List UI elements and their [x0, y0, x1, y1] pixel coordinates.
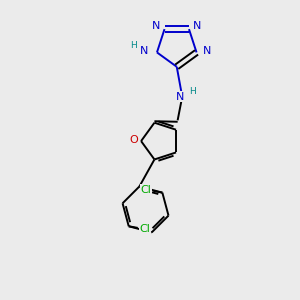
Text: H: H	[130, 41, 136, 50]
Text: H: H	[189, 87, 196, 96]
Text: O: O	[129, 135, 138, 145]
Text: N: N	[176, 92, 184, 101]
Text: Cl: Cl	[141, 185, 152, 195]
Text: N: N	[140, 46, 149, 56]
Text: N: N	[193, 21, 202, 31]
Text: N: N	[152, 21, 160, 31]
Text: N: N	[203, 46, 211, 56]
Text: Cl: Cl	[140, 224, 151, 234]
